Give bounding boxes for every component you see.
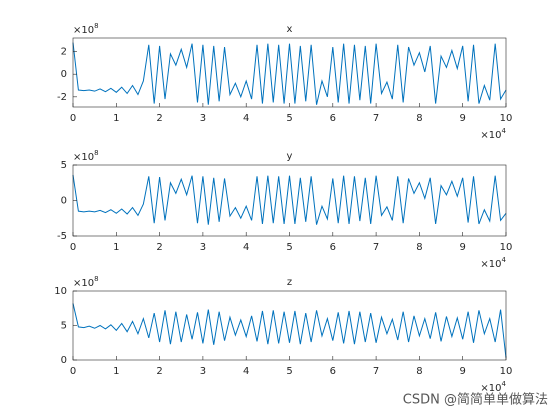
y-exponent: ×108 [73,22,99,36]
x-tick-label: 1 [113,242,119,253]
x-tick-label: 0 [70,113,76,124]
x-tick-label: 9 [460,366,466,377]
x-exponent-base: ×10 [480,130,501,141]
data-line [72,42,507,105]
subplot-title: y [287,151,293,162]
watermark: CSDN @简简单单做算法 [403,392,548,408]
x-tick-label: 9 [460,113,466,124]
data-line [72,303,507,358]
x-tick-label: 6 [330,113,336,124]
x-tick-label: 4 [243,242,249,253]
x-tick-label: 3 [200,366,206,377]
y-tick-label: 2 [61,47,67,58]
y-tick-label: 0 [61,196,67,207]
x-tick-label: 1 [113,366,119,377]
x-tick-label: 3 [200,113,206,124]
x-tick-label: 8 [416,242,422,253]
x-tick-label: 7 [373,366,379,377]
x-tick-label: 1 [113,113,119,124]
y-tick-label: 0 [61,69,67,80]
x-tick-label: 9 [460,242,466,253]
data-line [72,174,507,225]
x-tick-label: 5 [286,242,292,253]
x-exponent-power: 4 [502,127,507,135]
y-tick-label: -5 [57,231,67,242]
x-exponent-base: ×10 [480,259,501,270]
x-tick-label: 2 [156,113,162,124]
x-tick-label: 8 [416,113,422,124]
x-tick-label: 4 [243,113,249,124]
x-tick-label: 5 [286,366,292,377]
x-tick-label: 10 [500,242,513,253]
y-tick-label: 5 [61,321,67,332]
x-tick-label: 5 [286,113,292,124]
x-tick-label: 3 [200,242,206,253]
x-exponent: ×104 [480,380,506,394]
y-exponent-base: ×10 [73,278,94,289]
subplot-title: x [287,24,293,35]
y-tick-label: 0 [61,355,67,366]
y-exponent-power: 8 [94,149,98,157]
x-tick-label: 7 [373,242,379,253]
x-tick-label: 4 [243,366,249,377]
y-exponent-base: ×10 [73,25,94,36]
y-tick-label: 5 [61,160,67,171]
plot-area [73,291,506,360]
subplot-title: z [287,277,292,288]
x-exponent-power: 4 [502,256,507,264]
x-tick-label: 2 [156,242,162,253]
x-exponent: ×104 [480,127,506,141]
x-exponent-power: 4 [502,380,507,388]
y-tick-label: -2 [57,92,67,103]
plot-area [73,38,506,107]
y-exponent: ×108 [73,149,99,163]
y-exponent-power: 8 [94,22,98,30]
x-exponent-base: ×10 [480,383,501,394]
x-tick-label: 7 [373,113,379,124]
y-tick-label: 10 [54,286,67,297]
y-exponent-base: ×10 [73,152,94,163]
x-tick-label: 2 [156,366,162,377]
x-tick-label: 8 [416,366,422,377]
y-exponent-power: 8 [94,275,98,283]
x-tick-label: 0 [70,366,76,377]
x-tick-label: 6 [330,366,336,377]
x-tick-label: 0 [70,242,76,253]
y-exponent: ×108 [73,275,99,289]
x-exponent: ×104 [480,256,506,270]
x-tick-label: 6 [330,242,336,253]
x-tick-label: 10 [500,366,513,377]
x-tick-label: 10 [500,113,513,124]
